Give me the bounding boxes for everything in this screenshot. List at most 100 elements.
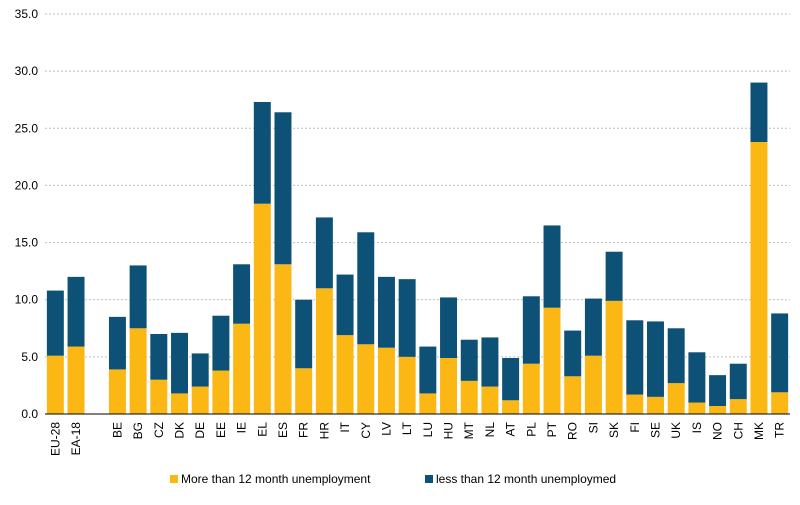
bar-long-term-lv: [377, 347, 395, 414]
bar-long-term-es: [274, 264, 292, 414]
bar-long-term-ee: [212, 370, 230, 414]
bar-short-term-fi: [626, 320, 644, 395]
bar-short-term-ro: [564, 330, 582, 377]
y-tick-label: 10.0: [15, 293, 39, 307]
bar-long-term-nl: [481, 386, 499, 414]
bar-short-term-dk: [171, 332, 188, 394]
bar-long-term-mt: [460, 380, 478, 414]
y-tick-label: 20.0: [15, 178, 39, 192]
bar-long-term-eu-28: [46, 355, 64, 414]
bar-long-term-ie: [233, 323, 251, 414]
legend-item-short-term-swatch: [425, 475, 433, 483]
grid-layer: [45, 13, 790, 358]
x-tick-label: SE: [648, 422, 662, 438]
x-tick-label: TR: [773, 422, 787, 438]
bar-long-term-is: [688, 402, 706, 414]
bar-short-term-lu: [419, 346, 437, 394]
x-tick-label: CZ: [152, 422, 166, 438]
bar-short-term-lt: [398, 279, 416, 357]
bar-long-term-hu: [440, 358, 458, 414]
bar-short-term-hr: [315, 217, 333, 289]
y-tick-label: 25.0: [15, 121, 39, 135]
bar-layer: [46, 82, 789, 414]
y-tick-label: 0.0: [21, 407, 38, 421]
x-tick-label: EE: [214, 422, 228, 438]
x-tick-label: IT: [338, 421, 352, 432]
bar-long-term-bg: [129, 328, 147, 414]
x-tick-label: EU-28: [48, 422, 62, 456]
legend: More than 12 month unemployment less than…: [170, 472, 616, 486]
bar-short-term-is: [688, 352, 706, 403]
bar-short-term-mk: [750, 82, 768, 142]
bar-long-term-ch: [729, 399, 747, 414]
bar-long-term-de: [191, 386, 209, 414]
bar-short-term-sk: [605, 251, 623, 301]
y-tick-label: 30.0: [15, 64, 39, 78]
bar-short-term-se: [647, 321, 664, 397]
x-tick-label: CY: [359, 422, 373, 439]
x-tick-label: CH: [731, 422, 745, 439]
bar-long-term-no: [709, 406, 727, 414]
x-tick-label: IE: [235, 422, 249, 433]
bar-short-term-cz: [150, 334, 168, 380]
y-tick-label: 5.0: [21, 350, 38, 364]
bar-long-term-el: [253, 203, 271, 414]
bar-long-term-sk: [605, 300, 623, 414]
bar-long-term-cz: [150, 379, 168, 414]
bar-short-term-nl: [481, 337, 499, 387]
axis-layer: 0.0 5.0 10.0 15.0 20.0 25.0 30.0 35.0 EU-28 EA-18…: [15, 7, 790, 456]
bar-long-term-it: [336, 335, 354, 414]
x-tick-label: NL: [483, 422, 497, 438]
bar-short-term-ee: [212, 315, 230, 371]
x-tick-label: FI: [628, 422, 642, 433]
bar-long-term-si: [584, 355, 602, 414]
bar-short-term-lv: [377, 276, 395, 348]
x-tick-label: UK: [669, 422, 683, 439]
bar-short-term-mt: [460, 339, 478, 381]
x-tick-label: RO: [566, 422, 580, 440]
y-tick-label: 15.0: [15, 236, 39, 250]
bar-long-term-pt: [543, 307, 561, 414]
bar-long-term-cy: [357, 344, 375, 414]
bar-short-term-no: [709, 375, 727, 406]
x-tick-label: DK: [173, 422, 187, 439]
bar-long-term-lu: [419, 393, 437, 414]
x-tick-label: AT: [504, 421, 518, 436]
x-tick-label: MT: [462, 421, 476, 439]
x-tick-label: LV: [379, 422, 393, 436]
bar-long-term-be: [108, 369, 126, 414]
x-tick-label: SI: [586, 422, 600, 433]
x-tick-label: HR: [317, 422, 331, 440]
bar-long-term-at: [502, 400, 520, 414]
x-tick-label: ES: [276, 422, 290, 438]
bar-long-term-lt: [398, 356, 416, 414]
bar-short-term-bg: [129, 265, 147, 329]
x-tick-label: BG: [131, 422, 145, 439]
x-tick-label: FR: [297, 422, 311, 438]
y-tick-label: 35.0: [15, 7, 39, 21]
bar-short-term-ie: [233, 264, 251, 324]
bar-short-term-cy: [357, 232, 375, 345]
x-tick-label: PL: [524, 422, 538, 437]
x-tick-label: NO: [711, 422, 725, 440]
bar-long-term-fi: [626, 394, 644, 414]
x-tick-label: LU: [421, 422, 435, 437]
bar-short-term-ch: [729, 363, 747, 400]
x-tick-label: IS: [690, 422, 704, 433]
x-tick-label: DE: [193, 422, 207, 439]
x-tick-label: SK: [607, 422, 621, 438]
bar-long-term-uk: [667, 383, 685, 414]
bar-short-term-fr: [295, 299, 313, 369]
bar-short-term-de: [191, 353, 209, 387]
bar-long-term-tr: [771, 392, 789, 414]
x-tick-label: BE: [110, 422, 124, 438]
x-tick-label: PT: [545, 421, 559, 437]
bar-long-term-hr: [315, 288, 333, 414]
bar-short-term-hu: [440, 297, 458, 358]
legend-item-long-term-swatch: [170, 475, 178, 483]
bar-short-term-pl: [522, 296, 540, 364]
x-tick-label: LT: [400, 421, 414, 435]
bar-short-term-si: [584, 298, 602, 356]
bar-long-term-mk: [750, 142, 768, 414]
